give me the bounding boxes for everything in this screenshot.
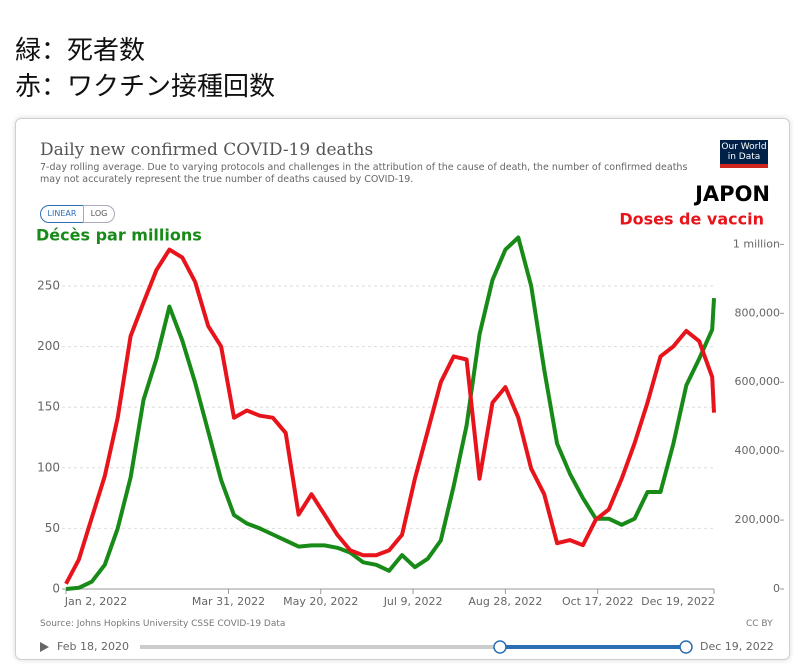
chart-subtitle: 7-day rolling average. Due to varying pr… [40,162,688,185]
license[interactable]: CC BY [746,619,773,629]
chart-title: Daily new confirmed COVID-19 deaths [40,140,374,160]
series-label: Doses de vaccin [619,210,764,229]
y-tick-label: 50 [45,521,60,535]
y-tick-label: 0 [52,582,60,596]
series-label: Décès par millions [36,226,202,245]
annotation: JAPON [693,182,770,206]
y2-tick-label: 400,000 [735,444,781,457]
y2-tick-label: 1 million [733,237,780,250]
slider-start: Feb 18, 2020 [57,640,129,653]
x-tick-label: Dec 19, 2022 [641,595,715,608]
y-tick-label: 250 [37,278,60,292]
source: Source: Johns Hopkins University CSSE CO… [40,619,286,629]
play-button[interactable] [40,642,49,652]
y2-tick-label: 600,000 [735,375,781,388]
x-tick-label: Jul 9, 2022 [383,595,443,608]
y2-tick-label: 800,000 [735,306,781,319]
slider-handle[interactable] [679,640,693,654]
y2-tick-label: 0 [773,582,780,595]
x-tick-label: Jan 2, 2022 [64,595,127,608]
x-tick-label: May 20, 2022 [283,595,358,608]
slider-end: Dec 19, 2022 [700,640,774,653]
chart-card [15,118,790,660]
header-line: 緑：死者数 [15,36,146,66]
slider-handle[interactable] [493,640,507,654]
y-tick-label: 200 [37,339,60,353]
x-tick-label: Oct 17, 2022 [562,595,634,608]
y2-tick-label: 200,000 [735,513,781,526]
x-tick-label: Aug 28, 2022 [468,595,542,608]
logo[interactable]: Our World in Data [720,140,768,168]
y-tick-label: 150 [37,400,60,414]
scale-button[interactable]: LOG [83,205,115,223]
series-line [65,235,716,591]
y-tick-label: 100 [37,460,60,474]
header-line: 赤：ワクチン接種回数 [15,72,276,102]
x-tick-label: Mar 31, 2022 [192,595,265,608]
series-line [64,247,716,585]
